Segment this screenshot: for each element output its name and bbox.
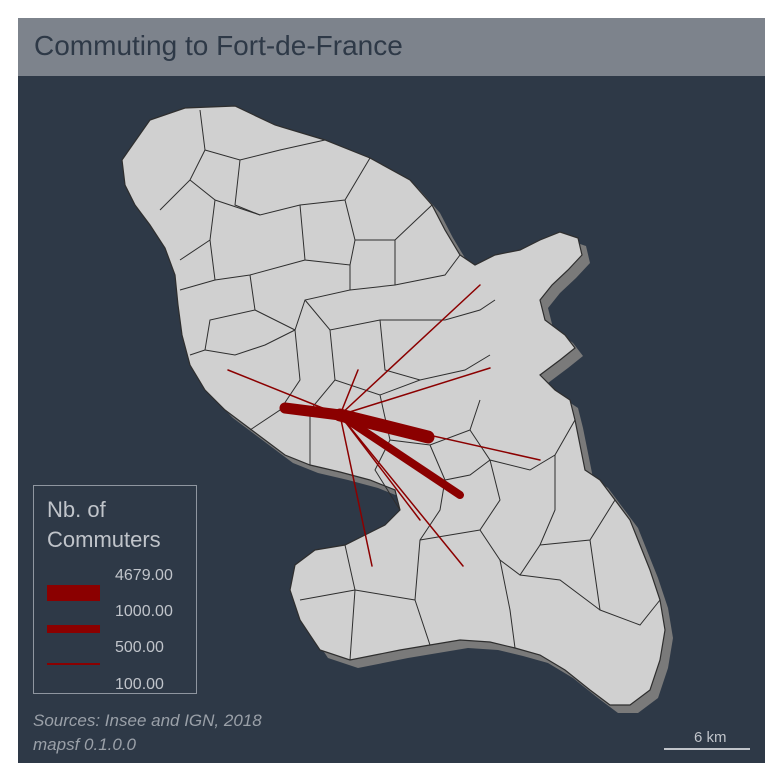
flow-line [279,402,346,421]
legend-title-line1: Nb. of [47,497,106,522]
legend-line-1 [47,585,100,601]
flow-lines [227,284,541,567]
island-land [121,105,666,706]
flow-line [339,284,481,416]
legend-line-3 [47,663,100,665]
flow-line [339,369,359,416]
legend-line-2 [47,625,100,633]
flow-line [336,411,464,499]
legend-title-line2: Commuters [47,527,161,552]
commune-borders [159,109,661,661]
flow-line [339,414,373,567]
scale-bar-label: 6 km [694,729,727,746]
legend-value-4: 100.00 [115,676,164,693]
legend-value-2: 1000.00 [115,603,173,620]
flow-line [339,367,491,416]
scale-bar [664,748,750,750]
map-title: Commuting to Fort-de-France [34,30,403,61]
credits-package: mapsf 0.1.0.0 [33,735,137,754]
title-bar [18,18,765,76]
flow-line [227,369,341,416]
credits-source: Sources: Insee and IGN, 2018 [33,711,262,730]
legend-value-1: 4679.00 [115,567,173,584]
flow-line [339,414,421,521]
legend-box [33,485,197,694]
legend-value-3: 500.00 [115,639,164,656]
flow-line [339,414,541,461]
flow-line [339,414,464,567]
